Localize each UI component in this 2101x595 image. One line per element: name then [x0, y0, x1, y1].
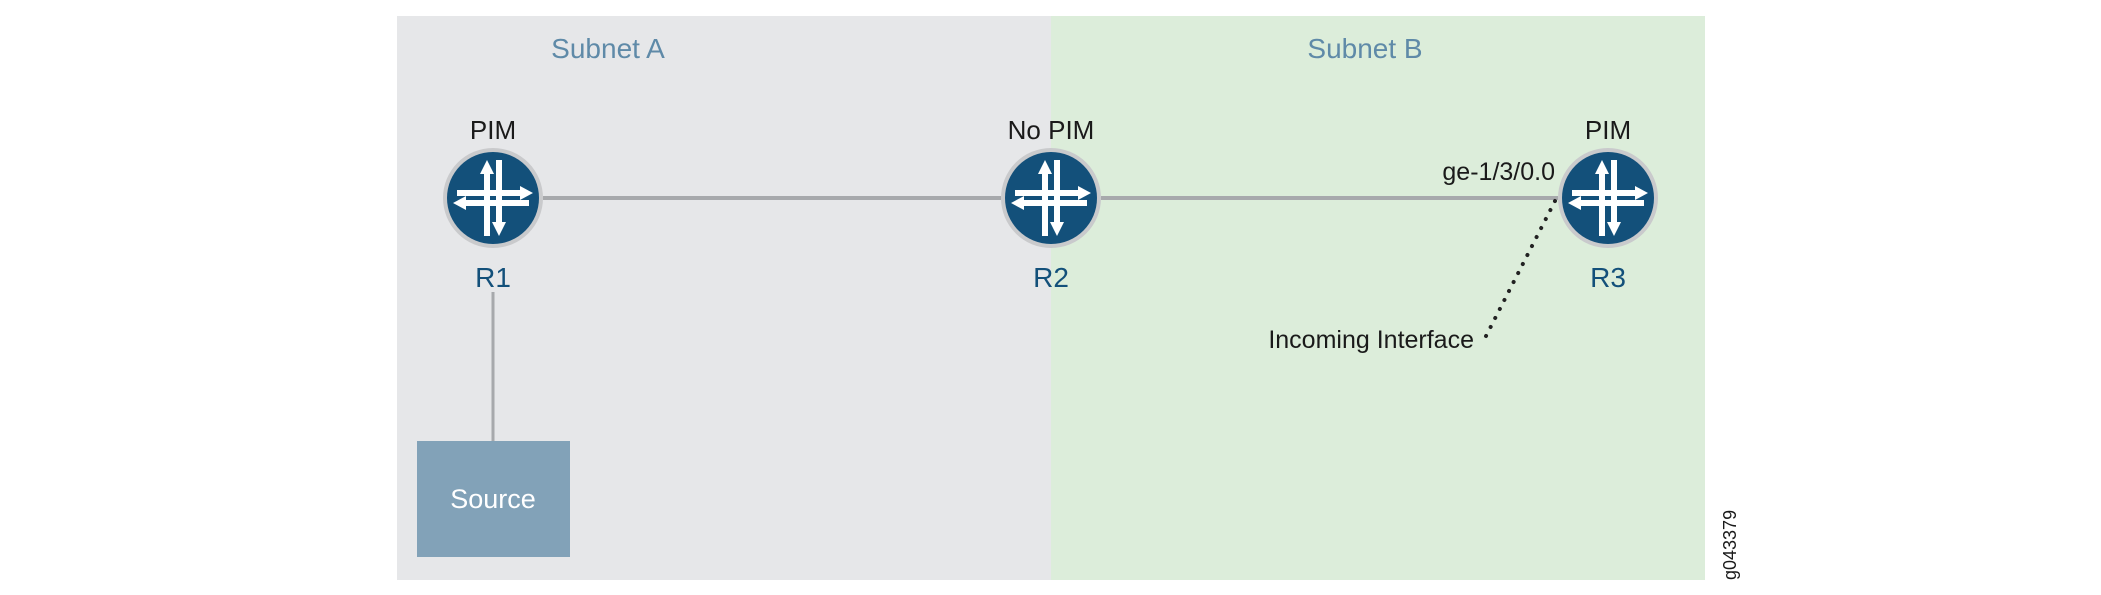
router-r2-icon [1001, 148, 1101, 248]
router-r2-name: R2 [1033, 262, 1069, 293]
source-box [417, 441, 570, 557]
subnet-a-label: Subnet A [551, 33, 665, 64]
source-label: Source [450, 484, 536, 514]
incoming-interface-label: Incoming Interface [1268, 326, 1474, 354]
subnet-b-area [1051, 16, 1705, 580]
router-r3-name: R3 [1590, 262, 1626, 293]
interface-label: ge-1/3/0.0 [1442, 158, 1555, 186]
router-r2-status: No PIM [1008, 115, 1095, 145]
figure-id: g043379 [1720, 510, 1740, 580]
router-r3-icon [1558, 148, 1658, 248]
router-r1-icon [443, 148, 543, 248]
router-r1-name: R1 [475, 262, 511, 293]
router-r1-status: PIM [470, 115, 516, 145]
router-r3-status: PIM [1585, 115, 1631, 145]
subnet-b-label: Subnet B [1307, 33, 1422, 64]
